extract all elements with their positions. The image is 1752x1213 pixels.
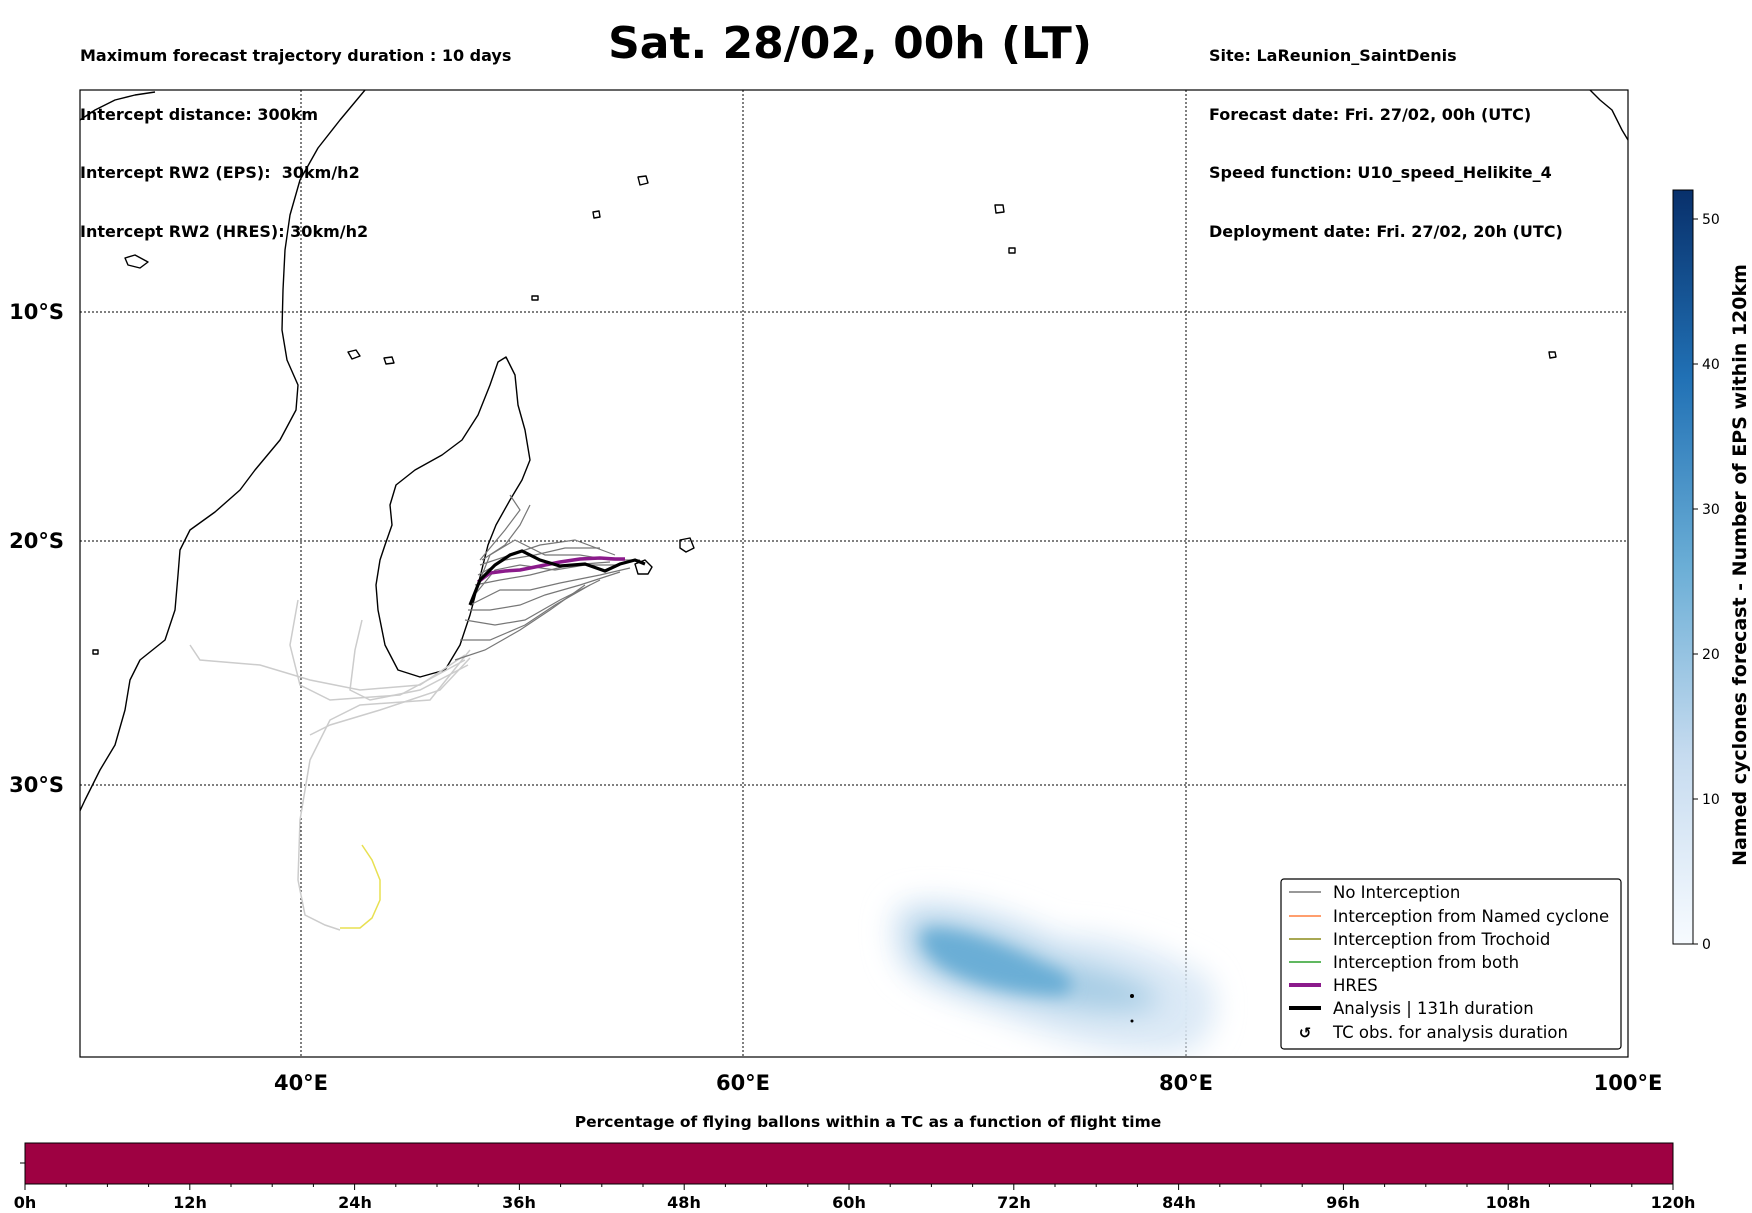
island-small [531,295,539,301]
legend-label: Interception from Named cyclone [1333,907,1609,926]
faded-track [189,644,466,691]
lon-tick-label: 60°E [716,1071,770,1095]
legend: No Interception Interception from Named … [1280,878,1622,1050]
ensemble-track [454,584,586,661]
ensemble-track [477,547,600,576]
lat-tick-label: 20°S [9,529,64,553]
yellow-track [340,844,381,929]
seychelles-island [592,210,601,219]
chagos-island [994,204,1005,214]
flight-time-bar-fill [24,1142,1674,1185]
header-right-line: Deployment date: Fri. 27/02, 20h (UTC) [1209,221,1563,241]
flight-time-ticks [24,1184,1674,1190]
axis-labels: 40°E 60°E 80°E 100°E 10°S 20°S 30°S [9,300,1662,1095]
density-core [921,929,1072,995]
no-interception-tracks [454,494,640,661]
ensemble-track [469,567,631,606]
faded-tracks [189,599,471,931]
madagascar-island-tip [92,649,99,655]
colorbar-label: Named cyclones forecast - Number of EPS … [1729,264,1751,866]
colorbar-gradient [1672,189,1694,945]
legend-label: Interception from both [1333,953,1519,972]
legend-label: HRES [1333,976,1378,995]
mascarene-island [679,537,695,553]
legend-label: Interception from Trochoid [1333,930,1550,949]
faded-track [309,657,471,736]
flight-time-tick-label: 108h [1486,1193,1531,1212]
legend-label: TC obs. for analysis duration [1332,1023,1568,1042]
map-title: Sat. 28/02, 00h (LT) [608,18,1092,69]
flight-time-tick-label: 96h [1326,1193,1360,1212]
flight-time-bar: Percentage of flying ballons within a TC… [14,1113,1696,1212]
faded-track [289,599,466,701]
faded-track [349,619,469,701]
island-dot [1130,1019,1134,1023]
flight-time-tick-label: 48h [667,1193,701,1212]
ensemble-track [479,539,616,566]
ensemble-track [481,504,531,561]
colorbar-tick-label: 50 [1702,212,1720,228]
lon-tick-label: 80°E [1159,1071,1213,1095]
analysis-track [468,549,646,606]
lat-tick-label: 10°S [9,300,64,324]
chagos-island [1008,247,1016,254]
island-small [1548,351,1557,359]
flight-time-tick-label: 36h [502,1193,536,1212]
faded-track [297,649,471,931]
legend-label: No Interception [1333,883,1460,902]
lat-tick-label: 30°S [9,773,64,797]
seychelles-island [637,175,649,186]
cyclone-density-area [890,899,1216,1054]
tc-obs-icon: ↺ [1299,1024,1312,1042]
colorbar-tick-label: 40 [1702,357,1720,373]
header-right-line: Speed function: U10_speed_Helikite_4 [1209,163,1552,182]
colorbar-tick-label: 0 [1702,937,1711,953]
ensemble-track [471,564,620,599]
header-left-line: Maximum forecast trajectory duration : 1… [80,46,512,65]
density-outer [890,899,1216,1054]
reunion-island [634,559,653,575]
legend-box [1280,878,1622,1050]
ensemble-track [471,539,640,601]
flight-time-tick-label: 120h [1651,1193,1696,1212]
flight-time-tick-labels: 0h 12h 24h 36h 48h 60h 72h 84h 96h 108h … [14,1193,1696,1212]
colorbar-tick-label: 20 [1702,647,1720,663]
comoros-island [347,349,361,360]
header-left-line: Intercept distance: 300km [80,104,319,124]
ensemble-track [464,579,601,626]
flight-time-bar-title: Percentage of flying ballons within a TC… [575,1113,1162,1131]
lon-tick-label: 40°E [274,1071,328,1095]
flight-time-tick-label: 60h [832,1193,866,1212]
flight-time-tick-label: 72h [997,1193,1031,1212]
flight-time-tick-label: 12h [173,1193,207,1212]
colorbar-ticks: 0 10 20 30 40 50 [1693,212,1720,953]
trajectories [189,494,646,931]
flight-time-tick-label: 84h [1162,1193,1196,1212]
header-left-line: Intercept RW2 (EPS): 30km/h2 [80,163,360,182]
flight-time-tick-label: 0h [14,1193,37,1212]
ensemble-track [474,561,611,586]
comoros-island [383,356,395,365]
header-right-line: Site: LaReunion_SaintDenis [1209,46,1457,65]
colorbar: 0 10 20 30 40 50 Named cyclones forecast… [1672,189,1751,953]
header-right-line: Forecast date: Fri. 27/02, 00h (UTC) [1209,104,1532,124]
island-dot [1130,994,1134,998]
colorbar-tick-label: 10 [1702,792,1720,808]
header-right-info: Site: LaReunion_SaintDenis Forecast date… [1209,7,1563,261]
madagascar-coastline [375,356,531,678]
density-middle [911,919,1160,1011]
flight-time-tick-label: 24h [338,1193,372,1212]
header-left-line: Intercept RW2 (HRES): 30km/h2 [80,221,369,241]
ensemble-track [460,584,591,641]
hres-track [476,556,625,584]
colorbar-tick-label: 30 [1702,502,1720,518]
lon-tick-label: 100°E [1594,1071,1663,1095]
legend-label: Analysis | 131h duration [1333,999,1534,1018]
header-left-info: Maximum forecast trajectory duration : 1… [80,7,511,261]
ensemble-track [468,571,621,611]
sumatra-coast [1589,90,1628,141]
ensemble-track [479,494,521,561]
